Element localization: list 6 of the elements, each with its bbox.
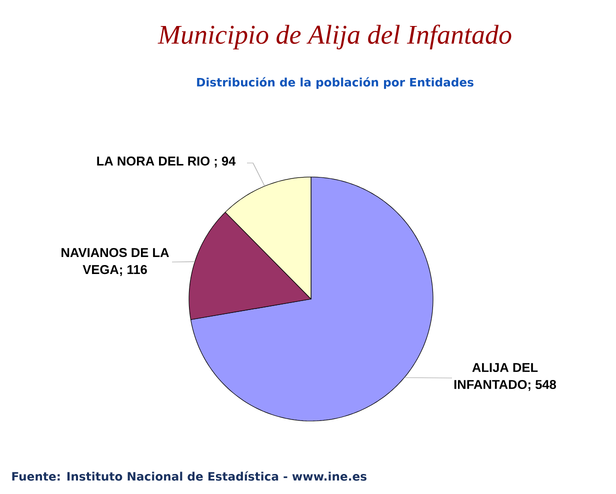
slice-label: ALIJA DEL INFANTADO; 548 bbox=[454, 363, 556, 391]
source-note: Fuente: Instituto Nacional de Estadística - www.ine.es bbox=[12, 471, 366, 481]
slice-label: NAVIANOS DE LA VEGA; 116 bbox=[62, 248, 169, 276]
slice-label: LA NORA DEL RIO ; 94 bbox=[97, 156, 236, 168]
chart-subtitle: Distribución de la población por Entidades bbox=[197, 77, 474, 89]
chart-title: Municipio de Alija del Infantado bbox=[158, 24, 512, 50]
